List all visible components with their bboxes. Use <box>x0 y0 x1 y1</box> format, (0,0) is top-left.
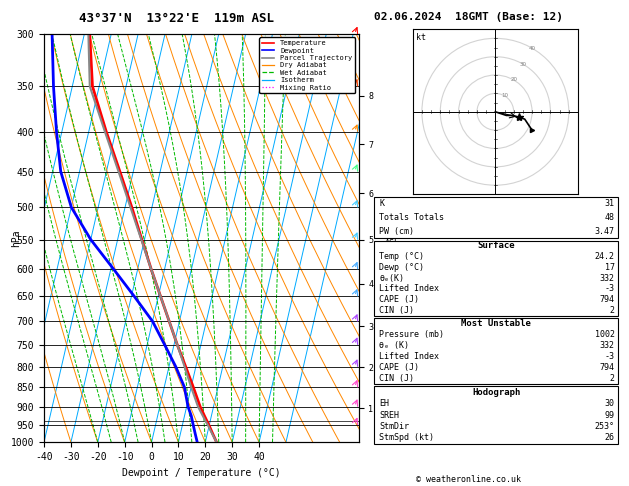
Text: 40: 40 <box>528 46 535 51</box>
Text: PW (cm): PW (cm) <box>379 227 415 236</box>
Text: StmDir: StmDir <box>379 422 409 431</box>
Legend: Temperature, Dewpoint, Parcel Trajectory, Dry Adiabat, Wet Adiabat, Isotherm, Mi: Temperature, Dewpoint, Parcel Trajectory… <box>259 37 355 93</box>
Text: © weatheronline.co.uk: © weatheronline.co.uk <box>416 474 521 484</box>
Text: 26: 26 <box>604 434 615 442</box>
Text: 10: 10 <box>501 93 508 98</box>
Text: Pressure (mb): Pressure (mb) <box>379 330 444 339</box>
Text: 31: 31 <box>604 199 615 208</box>
Text: 99: 99 <box>604 411 615 419</box>
Text: Temp (°C): Temp (°C) <box>379 252 425 261</box>
Text: Lifted Index: Lifted Index <box>379 284 439 294</box>
Text: CAPE (J): CAPE (J) <box>379 295 420 304</box>
Text: Most Unstable: Most Unstable <box>461 319 532 329</box>
Text: 2: 2 <box>610 374 615 383</box>
Text: 20: 20 <box>510 77 517 83</box>
Text: Dewp (°C): Dewp (°C) <box>379 263 425 272</box>
Text: SREH: SREH <box>379 411 399 419</box>
Text: StmSpd (kt): StmSpd (kt) <box>379 434 434 442</box>
Text: 253°: 253° <box>594 422 615 431</box>
Text: 43°37'N  13°22'E  119m ASL: 43°37'N 13°22'E 119m ASL <box>79 12 274 25</box>
Text: 794: 794 <box>599 363 615 372</box>
Text: 794: 794 <box>599 295 615 304</box>
Text: -3: -3 <box>604 284 615 294</box>
Text: CIN (J): CIN (J) <box>379 374 415 383</box>
Text: 332: 332 <box>599 274 615 283</box>
Text: 30: 30 <box>520 62 526 67</box>
Text: hPa: hPa <box>11 229 21 247</box>
Text: EH: EH <box>379 399 389 408</box>
Text: K: K <box>379 199 384 208</box>
X-axis label: Dewpoint / Temperature (°C): Dewpoint / Temperature (°C) <box>122 468 281 478</box>
Text: 17: 17 <box>604 263 615 272</box>
Text: 3.47: 3.47 <box>594 227 615 236</box>
Text: CIN (J): CIN (J) <box>379 306 415 315</box>
Text: 24.2: 24.2 <box>594 252 615 261</box>
Text: θₑ (K): θₑ (K) <box>379 341 409 350</box>
Text: 1002: 1002 <box>594 330 615 339</box>
Text: kt: kt <box>416 33 426 42</box>
Text: 30: 30 <box>604 399 615 408</box>
Text: θₑ(K): θₑ(K) <box>379 274 404 283</box>
Text: 2: 2 <box>610 306 615 315</box>
Text: Hodograph: Hodograph <box>472 388 520 397</box>
Y-axis label: km
ASL: km ASL <box>385 228 400 248</box>
Text: -3: -3 <box>604 352 615 361</box>
Text: Surface: Surface <box>477 242 515 250</box>
Text: Lifted Index: Lifted Index <box>379 352 439 361</box>
Text: CAPE (J): CAPE (J) <box>379 363 420 372</box>
Text: 332: 332 <box>599 341 615 350</box>
Text: 48: 48 <box>604 213 615 222</box>
Text: Totals Totals: Totals Totals <box>379 213 444 222</box>
Text: 02.06.2024  18GMT (Base: 12): 02.06.2024 18GMT (Base: 12) <box>374 12 563 22</box>
